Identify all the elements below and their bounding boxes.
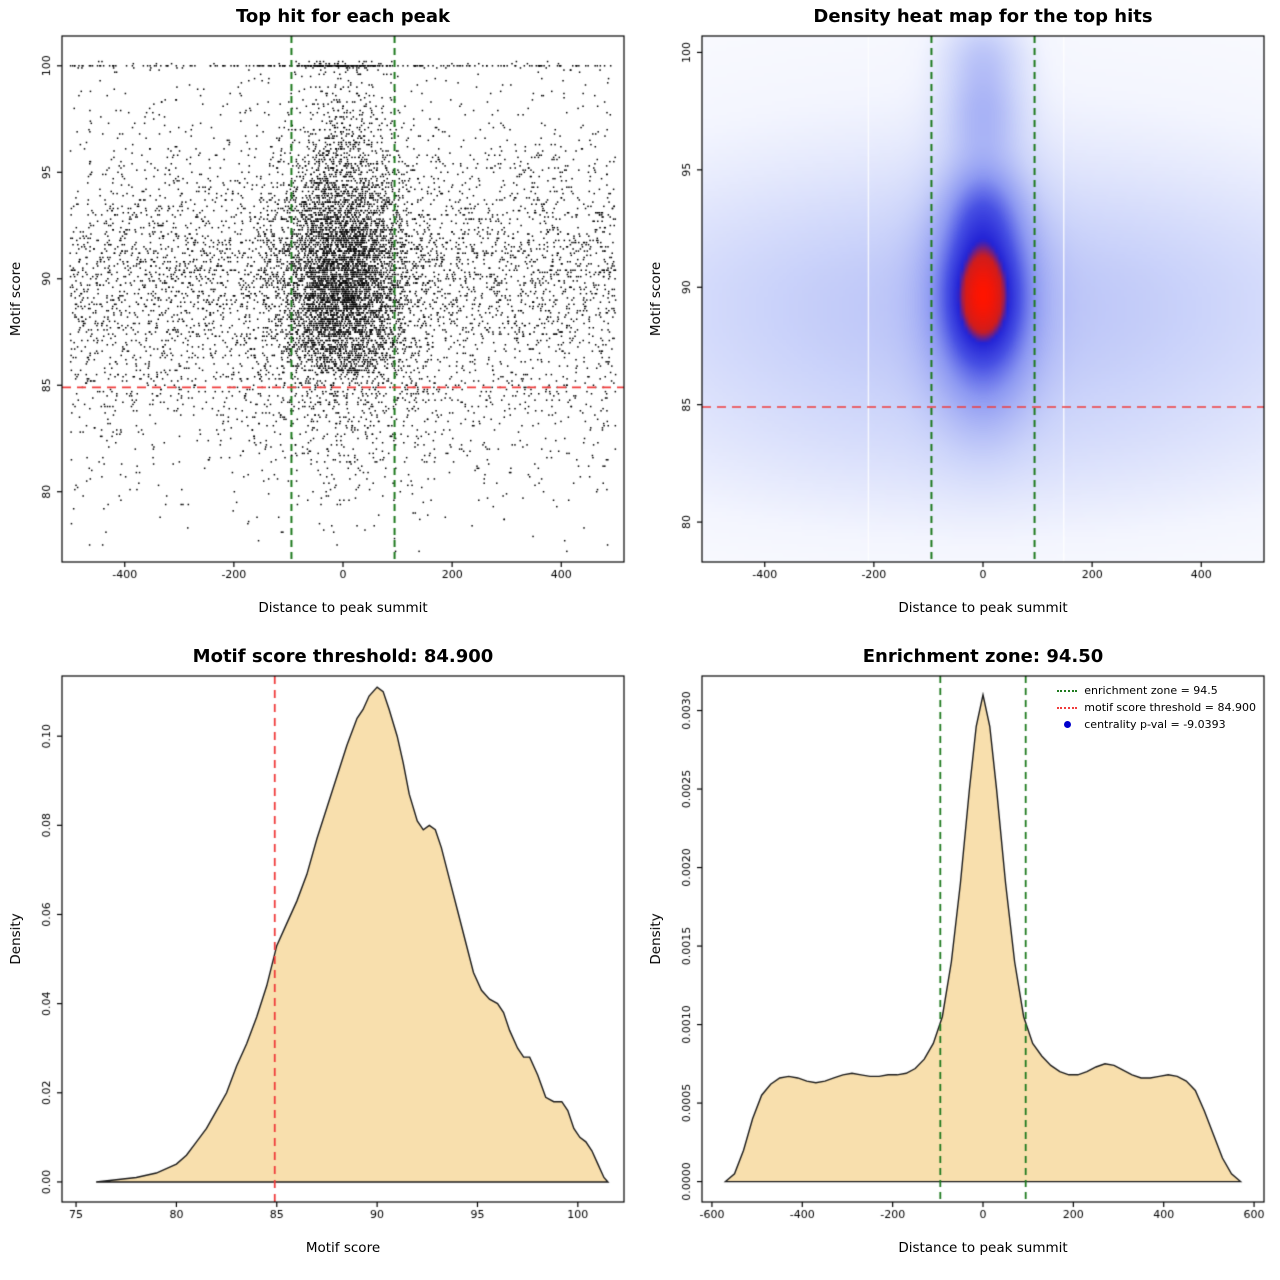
distance-density-xlabel: Distance to peak summit (898, 1240, 1068, 1256)
legend: enrichment zone = 94.5 motif score thres… (1057, 682, 1256, 733)
score-threshold-line-icon (1057, 706, 1078, 709)
legend-item-enrichment-zone: enrichment zone = 94.5 (1057, 682, 1256, 699)
distance-density-canvas (640, 670, 1280, 1238)
legend-label: enrichment zone = 94.5 (1084, 684, 1218, 697)
score-density-xlabel: Motif score (305, 1240, 381, 1256)
scatter-panel: Top hit for each peak Distance to peak s… (0, 0, 640, 640)
centrality-pval-dot-icon (1064, 721, 1072, 728)
distance-density-ylabel: Density (648, 913, 664, 965)
heatmap-xlabel: Distance to peak summit (898, 600, 1068, 616)
enrichment-zone-line-icon (1057, 689, 1078, 692)
score-density-title: Motif score threshold: 84.900 (192, 646, 494, 667)
distance-density-title: Enrichment zone: 94.50 (862, 646, 1104, 667)
score-density-ylabel: Density (8, 913, 24, 965)
legend-item-centrality-pval: centrality p-val = -9.0393 (1057, 716, 1256, 733)
scatter-plot-canvas (0, 30, 640, 598)
heatmap-title: Density heat map for the top hits (813, 6, 1153, 27)
score-density-canvas (0, 670, 640, 1238)
scatter-xlabel: Distance to peak summit (258, 600, 428, 616)
scatter-title: Top hit for each peak (236, 6, 450, 27)
heatmap-plot-canvas (640, 30, 1280, 598)
legend-label: motif score threshold = 84.900 (1084, 701, 1256, 714)
heatmap-panel: Density heat map for the top hits Distan… (640, 0, 1280, 640)
heatmap-ylabel: Motif score (648, 261, 664, 337)
legend-item-score-threshold: motif score threshold = 84.900 (1057, 699, 1256, 716)
legend-label: centrality p-val = -9.0393 (1084, 718, 1226, 731)
distance-density-panel: Enrichment zone: 94.50 Distance to peak … (640, 640, 1280, 1280)
score-density-panel: Motif score threshold: 84.900 Motif scor… (0, 640, 640, 1280)
scatter-ylabel: Motif score (8, 261, 24, 337)
